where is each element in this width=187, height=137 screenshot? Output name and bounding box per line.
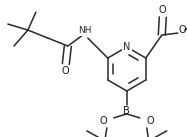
- Text: O: O: [61, 66, 69, 76]
- Text: O: O: [147, 116, 155, 126]
- Text: N: N: [123, 42, 131, 52]
- Text: O: O: [159, 5, 167, 15]
- Text: NH: NH: [78, 26, 92, 35]
- Text: B: B: [123, 106, 130, 116]
- Text: O: O: [179, 25, 187, 35]
- Text: O: O: [99, 116, 107, 126]
